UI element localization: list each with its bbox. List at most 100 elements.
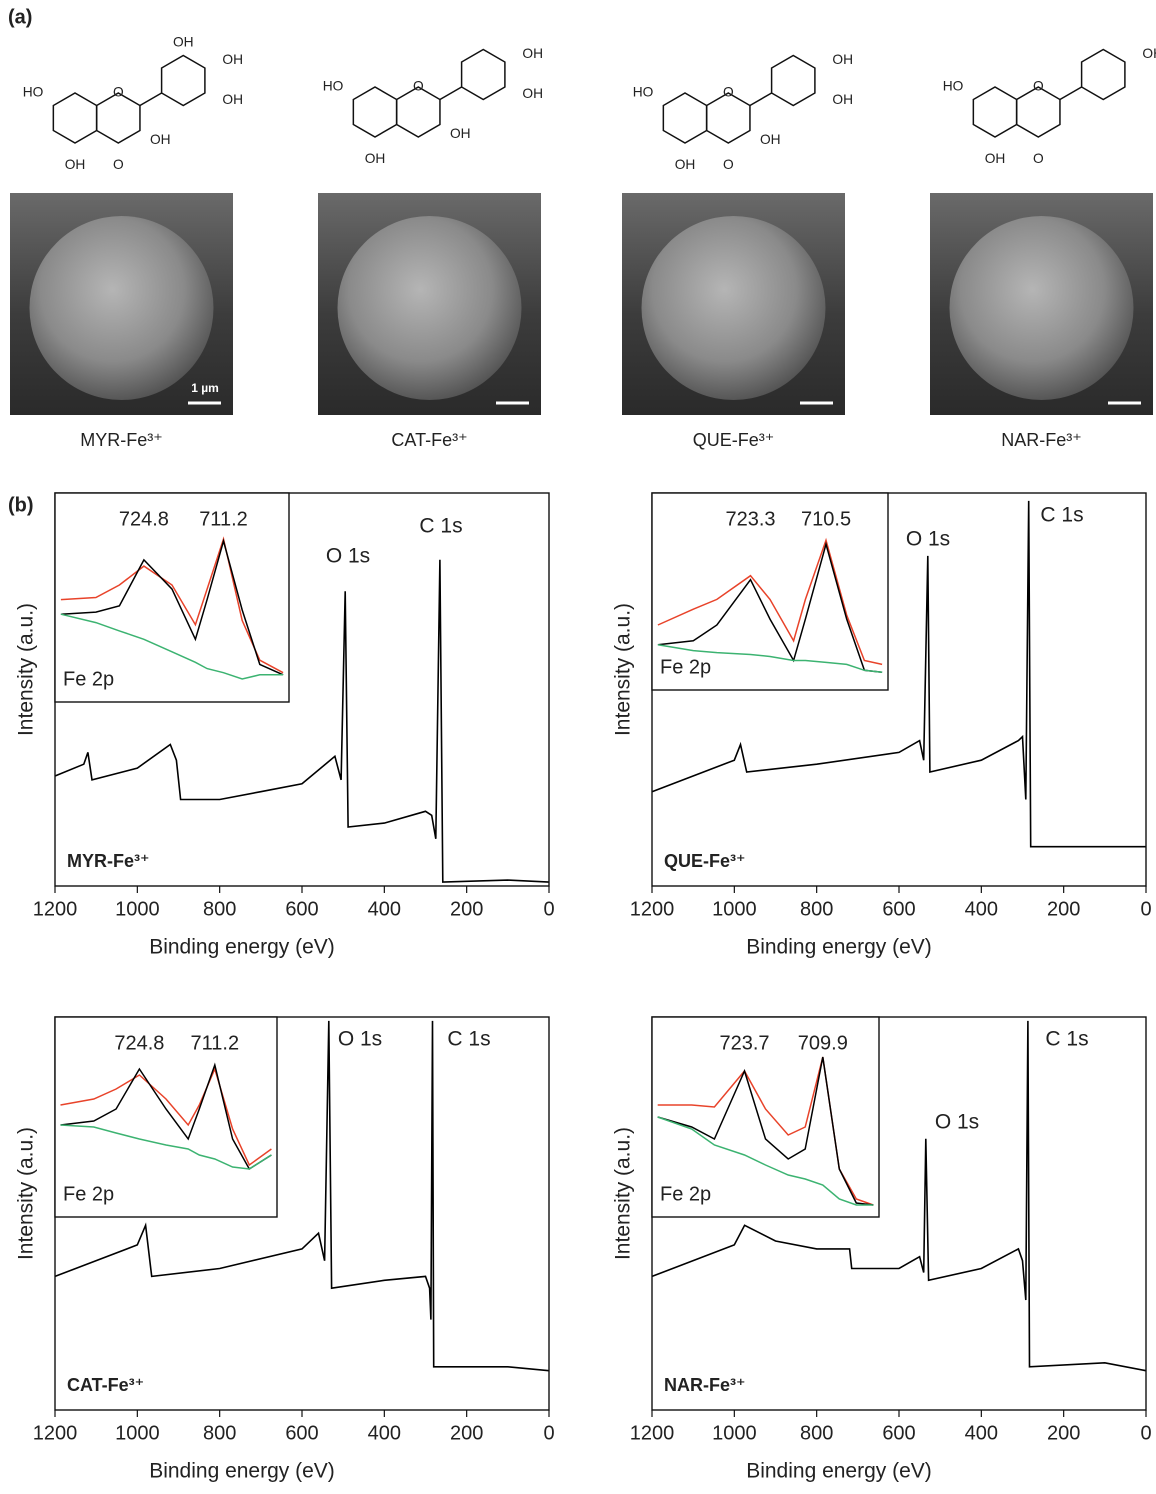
caption: CAT-Fe³⁺: [391, 430, 467, 450]
atom-label: OH: [65, 157, 86, 172]
structure: OHOHOHHOOOHOHO: [23, 35, 243, 173]
x-tick-label: 200: [450, 898, 483, 920]
ring: [1017, 87, 1060, 137]
atom-label: OH: [675, 157, 696, 172]
peak-annotation: O 1s: [326, 545, 370, 568]
peak-label: 711.2: [191, 1032, 240, 1054]
x-axis-title: Binding energy (eV): [746, 936, 932, 959]
x-tick-label: 800: [800, 898, 833, 920]
sample-label: NAR-Fe³⁺: [664, 1375, 746, 1395]
peak-annotation: C 1s: [1045, 1028, 1088, 1051]
bond: [1060, 87, 1082, 100]
atom-label: OH: [522, 46, 543, 61]
inset-label: Fe 2p: [63, 1183, 114, 1205]
x-tick-label: 600: [882, 1422, 915, 1444]
ring: [707, 93, 750, 143]
x-tick-label: 1200: [630, 1422, 675, 1444]
y-axis-title: Intensity (a.u.): [612, 603, 635, 736]
x-tick-label: 200: [1047, 898, 1080, 920]
peak-label: 723.7: [719, 1032, 769, 1054]
x-tick-label: 800: [203, 898, 236, 920]
x-tick-label: 200: [450, 1422, 483, 1444]
atom-label: OH: [832, 52, 853, 67]
inset-label: Fe 2p: [63, 668, 114, 690]
bond: [140, 93, 162, 106]
atom-label: OH: [760, 132, 781, 147]
x-tick-label: 0: [1140, 1422, 1151, 1444]
x-tick-label: 600: [882, 898, 915, 920]
atom-label: O: [1033, 151, 1044, 166]
x-tick-label: 600: [285, 1422, 318, 1444]
x-tick-label: 200: [1047, 1422, 1080, 1444]
peak-annotation: O 1s: [906, 528, 950, 551]
ring: [973, 87, 1016, 137]
microsphere: [642, 216, 826, 400]
inset-label: Fe 2p: [660, 656, 711, 678]
sample-label: CAT-Fe³⁺: [67, 1375, 144, 1395]
peak-label: 710.5: [801, 508, 851, 530]
x-tick-label: 1200: [33, 1422, 78, 1444]
x-tick-label: 400: [368, 1422, 401, 1444]
x-tick-label: 600: [285, 898, 318, 920]
x-tick-label: 1000: [712, 1422, 757, 1444]
atom-label: OH: [150, 132, 171, 147]
microsphere: [950, 216, 1134, 400]
peak-annotation: C 1s: [1040, 504, 1083, 527]
ring: [772, 56, 815, 106]
x-tick-label: 1000: [712, 898, 757, 920]
atom-label: O: [113, 85, 124, 100]
inset-label: Fe 2p: [660, 1183, 711, 1205]
peak-label: 709.9: [798, 1032, 848, 1054]
caption: MYR-Fe³⁺: [80, 430, 163, 450]
x-tick-label: 400: [965, 898, 998, 920]
x-axis-title: Binding energy (eV): [149, 1460, 335, 1483]
peak-label: 724.8: [119, 508, 169, 530]
x-tick-label: 0: [1140, 898, 1151, 920]
atom-label: O: [1033, 79, 1044, 94]
atom-label: OH: [450, 126, 471, 141]
peak-label: 711.2: [199, 508, 248, 530]
microsphere: [338, 216, 522, 400]
x-tick-label: 400: [368, 898, 401, 920]
sample-label: QUE-Fe³⁺: [664, 851, 746, 871]
x-axis-title: Binding energy (eV): [149, 936, 335, 959]
x-tick-label: 800: [203, 1422, 236, 1444]
page: (a) (b) OHOHOHHOOOHOHO1 µmMYR-Fe³⁺OHOHHO…: [0, 0, 1156, 1489]
x-tick-label: 800: [800, 1422, 833, 1444]
atom-label: OH: [173, 35, 194, 50]
microsphere: [30, 216, 214, 400]
atom-label: OH: [832, 92, 853, 107]
figure: (a) (b) OHOHOHHOOOHOHO1 µmMYR-Fe³⁺OHOHHO…: [0, 0, 1156, 1489]
x-tick-label: 1200: [33, 898, 78, 920]
ring: [397, 87, 440, 137]
ring: [462, 50, 505, 100]
atom-label: O: [413, 79, 424, 94]
x-tick-label: 0: [543, 1422, 554, 1444]
ring: [1082, 50, 1125, 100]
ring: [162, 56, 205, 106]
y-axis-title: Intensity (a.u.): [612, 1127, 635, 1260]
peak-annotation: O 1s: [935, 1111, 979, 1134]
atom-label: HO: [23, 85, 44, 100]
atom-label: O: [113, 157, 124, 172]
y-axis-title: Intensity (a.u.): [15, 603, 38, 736]
y-axis-title: Intensity (a.u.): [15, 1127, 38, 1260]
peak-annotation: O 1s: [338, 1028, 382, 1051]
x-tick-label: 1000: [115, 1422, 160, 1444]
atom-label: OH: [365, 151, 386, 166]
ring: [97, 93, 140, 143]
peak-label: 723.3: [725, 508, 775, 530]
atom-label: O: [723, 85, 734, 100]
scale-bar-label: 1 µm: [191, 381, 219, 395]
atom-label: HO: [943, 79, 964, 94]
caption: QUE-Fe³⁺: [693, 430, 775, 450]
atom-label: O: [723, 157, 734, 172]
atom-label: OH: [985, 151, 1006, 166]
peak-annotation: C 1s: [419, 515, 462, 538]
sample-label: MYR-Fe³⁺: [67, 851, 150, 871]
ring: [663, 93, 706, 143]
panel-label: (b): [8, 494, 34, 516]
